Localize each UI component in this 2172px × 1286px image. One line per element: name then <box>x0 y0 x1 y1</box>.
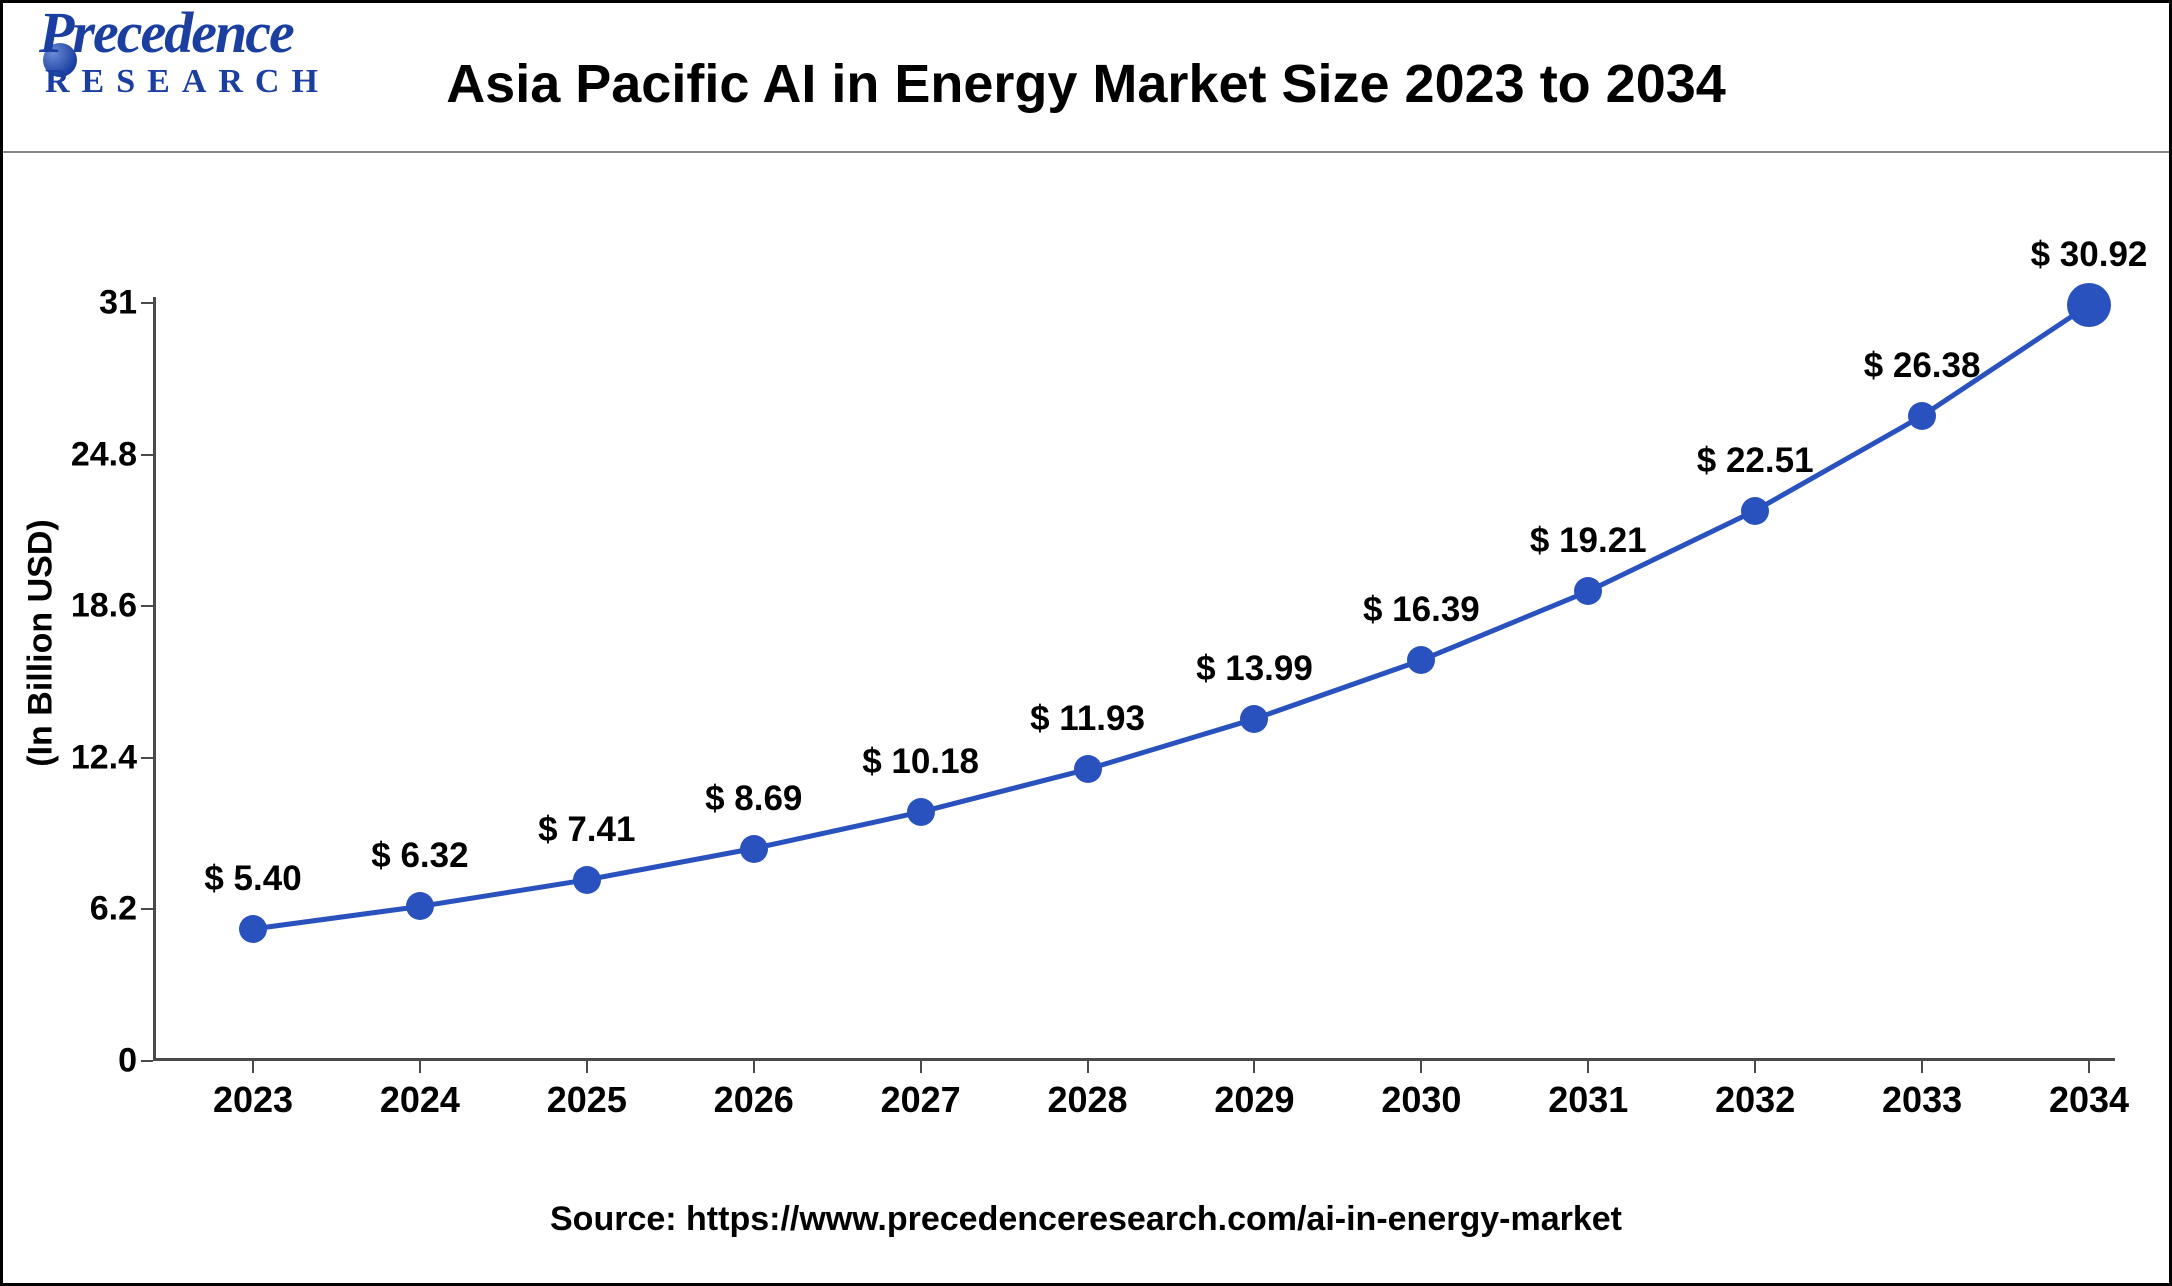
y-tick-label: 6.2 <box>90 890 137 929</box>
data-marker <box>573 866 601 894</box>
y-tick <box>141 454 153 456</box>
data-marker <box>406 892 434 920</box>
x-tick-label: 2034 <box>2049 1079 2129 1121</box>
x-tick <box>1587 1061 1589 1073</box>
y-tick-label: 12.4 <box>71 738 137 777</box>
x-tick-label: 2028 <box>1047 1079 1127 1121</box>
data-marker <box>1240 705 1268 733</box>
value-label: $ 10.18 <box>862 742 979 782</box>
y-tick-label: 24.8 <box>71 435 137 474</box>
data-marker <box>1407 646 1435 674</box>
x-tick <box>1087 1061 1089 1073</box>
value-label: $ 16.39 <box>1363 590 1480 630</box>
x-tick-label: 2027 <box>881 1079 961 1121</box>
x-tick-label: 2033 <box>1882 1079 1962 1121</box>
data-marker <box>740 835 768 863</box>
x-axis <box>153 1058 2115 1061</box>
value-label: $ 8.69 <box>705 779 802 819</box>
x-tick-label: 2025 <box>547 1079 627 1121</box>
chart-title: Asia Pacific AI in Energy Market Size 20… <box>3 53 2169 115</box>
data-marker <box>2067 283 2111 327</box>
y-tick <box>141 302 153 304</box>
x-tick-label: 2029 <box>1214 1079 1294 1121</box>
y-tick <box>141 908 153 910</box>
data-marker <box>1908 402 1936 430</box>
data-marker <box>1574 577 1602 605</box>
data-marker <box>239 915 267 943</box>
x-tick <box>1921 1061 1923 1073</box>
y-tick-label: 31 <box>99 284 137 323</box>
value-label: $ 5.40 <box>204 859 301 899</box>
data-marker <box>1741 497 1769 525</box>
y-axis <box>153 297 156 1061</box>
y-axis-label: (In Billion USD) <box>22 519 61 766</box>
y-tick-label: 18.6 <box>71 587 137 626</box>
y-tick <box>141 605 153 607</box>
x-tick-label: 2023 <box>213 1079 293 1121</box>
chart-container: Precedence RESEARCH Asia Pacific AI in E… <box>0 0 2172 1286</box>
line-path <box>153 303 2113 1061</box>
value-label: $ 6.32 <box>371 836 468 876</box>
value-label: $ 13.99 <box>1196 649 1313 689</box>
header: Precedence RESEARCH Asia Pacific AI in E… <box>3 3 2169 153</box>
x-tick <box>1420 1061 1422 1073</box>
y-tick <box>141 757 153 759</box>
x-tick <box>419 1061 421 1073</box>
value-label: $ 19.21 <box>1530 521 1647 561</box>
x-tick <box>753 1061 755 1073</box>
x-tick-label: 2030 <box>1381 1079 1461 1121</box>
value-label: $ 26.38 <box>1864 346 1981 386</box>
value-label: $ 22.51 <box>1697 441 1814 481</box>
source-text: Source: https://www.precedenceresearch.c… <box>3 1200 2169 1239</box>
plot-area: 06.212.418.624.8312023202420252026202720… <box>153 303 2113 1061</box>
x-tick-label: 2032 <box>1715 1079 1795 1121</box>
x-tick-label: 2031 <box>1548 1079 1628 1121</box>
x-tick <box>586 1061 588 1073</box>
x-tick <box>1253 1061 1255 1073</box>
value-label: $ 11.93 <box>1030 699 1145 739</box>
x-tick <box>920 1061 922 1073</box>
y-tick <box>141 1060 153 1062</box>
value-label: $ 7.41 <box>538 810 635 850</box>
x-tick-label: 2026 <box>714 1079 794 1121</box>
data-marker <box>1074 755 1102 783</box>
value-label: $ 30.92 <box>2031 235 2148 275</box>
x-tick <box>1754 1061 1756 1073</box>
data-marker <box>907 798 935 826</box>
x-tick <box>252 1061 254 1073</box>
x-tick-label: 2024 <box>380 1079 460 1121</box>
x-tick <box>2088 1061 2090 1073</box>
y-tick-label: 0 <box>118 1042 137 1081</box>
